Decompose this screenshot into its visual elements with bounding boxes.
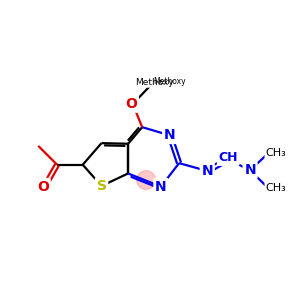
Circle shape [137,171,155,189]
Text: N: N [244,163,256,177]
Text: CH₃: CH₃ [265,148,286,158]
Text: N: N [164,128,176,142]
Text: O: O [125,97,137,111]
Text: CH: CH [218,151,238,164]
Text: O: O [37,180,49,194]
Text: N: N [155,180,167,194]
Text: Methoxy: Methoxy [153,77,186,86]
Text: CH₃: CH₃ [265,183,286,193]
Text: Methoxy: Methoxy [135,78,174,87]
Text: N: N [201,164,213,178]
Text: S: S [97,179,106,193]
